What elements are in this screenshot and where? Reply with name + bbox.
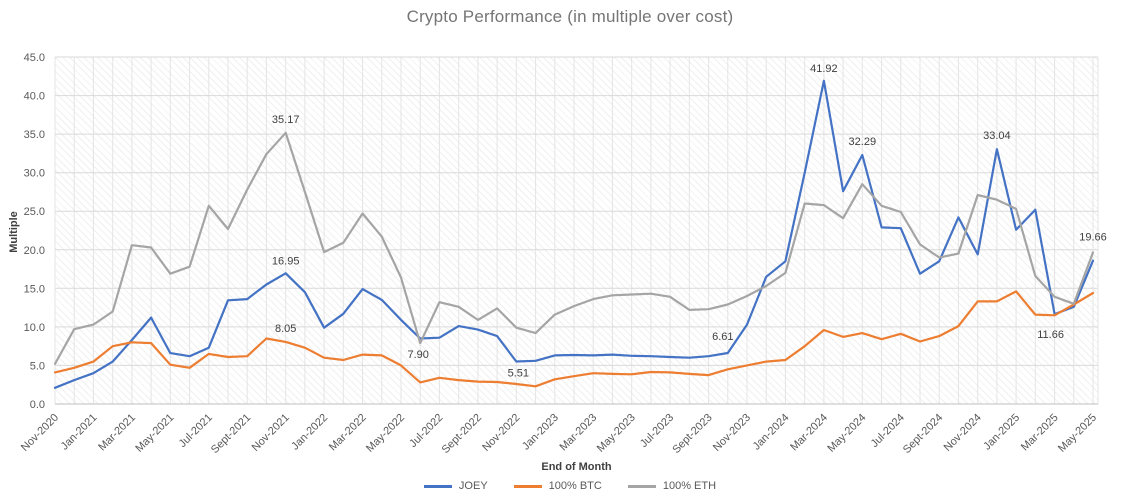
x-tick-label: Sept-2022 [440,412,484,456]
plot-area-hatch-background [55,57,1098,404]
y-tick-label: 45.0 [24,52,45,64]
y-tick-label: 35.0 [24,129,45,141]
y-tick-label: 20.0 [24,245,45,257]
chart-title: Crypto Performance (in multiple over cos… [406,7,734,26]
y-tick-label: 40.0 [24,91,45,103]
x-tick-label: Jan-2022 [289,412,330,453]
x-tick-label: May-2024 [825,412,868,455]
x-tick-label: Jul-2023 [638,412,676,450]
y-tick-label: 25.0 [24,206,45,218]
legend-line-swatch-joey [423,484,452,488]
x-tick-label: Mar-2022 [327,412,369,454]
x-tick-label: Sept-2024 [901,412,945,456]
data-label: 6.61 [712,331,733,343]
x-tick-label: Jul-2024 [869,412,907,450]
data-label: 11.66 [1037,329,1064,341]
x-tick-label: Jul-2021 [177,412,215,450]
x-tick-label: May-2023 [595,412,638,455]
legend-line-swatch-btc [513,484,542,488]
data-label: 16.95 [272,255,300,267]
x-tick-label: Jul-2022 [407,412,445,450]
data-label: 19.66 [1079,231,1107,243]
y-tick-label: 0.0 [30,399,45,411]
x-tick-label: Jan-2025 [981,412,1022,453]
x-tick-label: Sept-2021 [209,412,253,456]
x-tick-label: Nov-2024 [942,412,984,454]
data-label: 41.92 [810,63,838,75]
legend-label: JOEY [458,480,488,492]
legend-item-joey: JOEY [423,480,488,492]
x-tick-label: May-2025 [1056,412,1099,455]
data-label: 35.17 [272,114,300,126]
data-label: 7.90 [407,349,428,361]
y-tick-label: 15.0 [24,283,45,295]
series-line-100-btc [53,290,1095,388]
series-line-100-eth [53,131,1095,365]
x-tick-label: Nov-2023 [711,412,753,454]
legend-line-swatch-eth [627,484,656,488]
legend-item-eth: 100% ETH [627,480,717,492]
data-label: 8.05 [275,323,296,335]
y-tick-label: 30.0 [24,168,45,180]
x-tick-label: Mar-2023 [558,412,600,454]
y-tick-label: 5.0 [30,360,45,372]
x-tick-label: Mar-2024 [788,412,830,454]
legend-label: 100% ETH [662,480,717,492]
x-tick-label: Mar-2025 [1019,412,1061,454]
x-tick-label: May-2021 [133,412,176,455]
x-tick-label: May-2022 [364,412,407,455]
x-tick-label: Nov-2021 [250,412,292,454]
x-tick-label: Nov-2020 [19,412,61,454]
x-tick-label: Jan-2024 [751,412,792,453]
x-tick-label: Nov-2022 [480,412,522,454]
chart-legend: JOEY 100% BTC 100% ETH [0,480,1140,492]
data-label: 5.51 [508,368,529,380]
x-tick-label: Sept-2023 [670,412,714,456]
x-tick-label: Jan-2023 [520,412,561,453]
data-label: 32.29 [849,136,877,148]
x-tick-label: Mar-2021 [96,412,138,454]
x-axis-title: End of Month [541,461,612,473]
series-line-joey [53,79,1095,389]
legend-label: 100% BTC [548,480,602,492]
data-label: 33.04 [983,130,1011,142]
y-tick-label: 10.0 [24,322,45,334]
legend-item-btc: 100% BTC [513,480,602,492]
x-tick-label: Jan-2021 [59,412,100,453]
